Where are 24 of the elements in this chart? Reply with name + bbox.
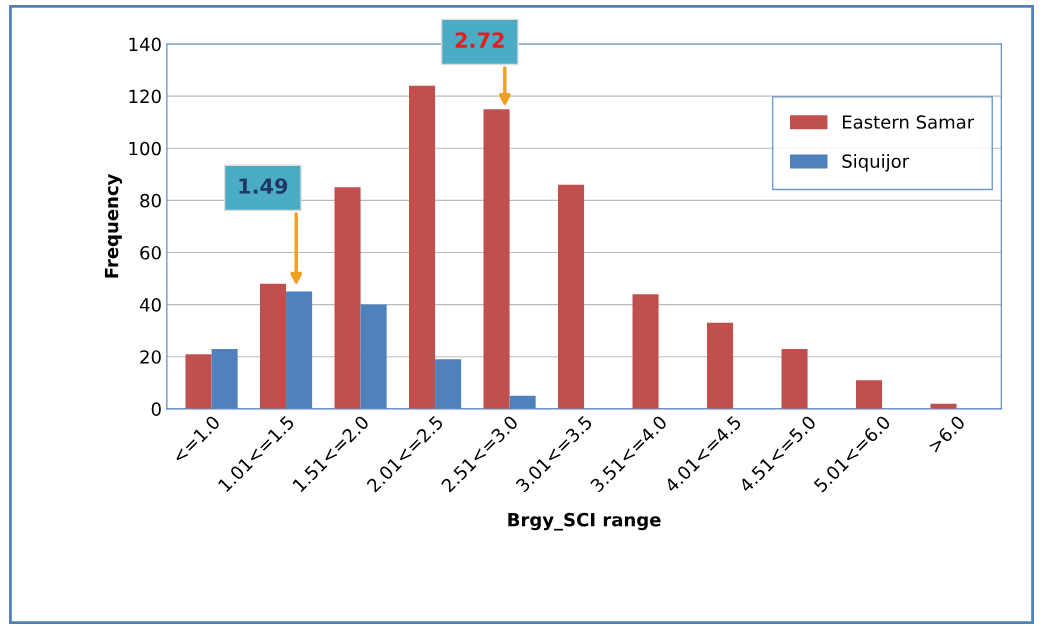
legend-label: Eastern Samar xyxy=(843,115,975,129)
y-tick-label: 40 xyxy=(139,298,161,312)
bar xyxy=(707,322,734,409)
y-tick-label: 60 xyxy=(140,245,161,260)
y-tick-label: 80 xyxy=(140,193,161,208)
bar xyxy=(856,380,883,409)
y-tick-label: 140 xyxy=(129,37,161,52)
y-tick-label: 0 xyxy=(151,402,161,416)
annotation: 1.49 xyxy=(239,178,288,194)
x-axis-title: Brgy_SCI range xyxy=(508,512,661,531)
bar xyxy=(409,85,436,409)
legend-label: Siquijor xyxy=(842,154,910,172)
y-tick-label: 20 xyxy=(140,350,161,364)
bar xyxy=(781,348,808,409)
bar xyxy=(185,354,212,409)
bar xyxy=(558,184,585,409)
annotation: 2.72 xyxy=(455,32,504,48)
y-tick-label: 100 xyxy=(129,141,161,156)
y-axis-title: Frequency xyxy=(104,173,122,278)
bar xyxy=(260,283,287,409)
bar xyxy=(483,109,510,409)
bar xyxy=(632,294,659,409)
y-tick-label: 120 xyxy=(129,89,161,104)
bar xyxy=(334,187,361,409)
